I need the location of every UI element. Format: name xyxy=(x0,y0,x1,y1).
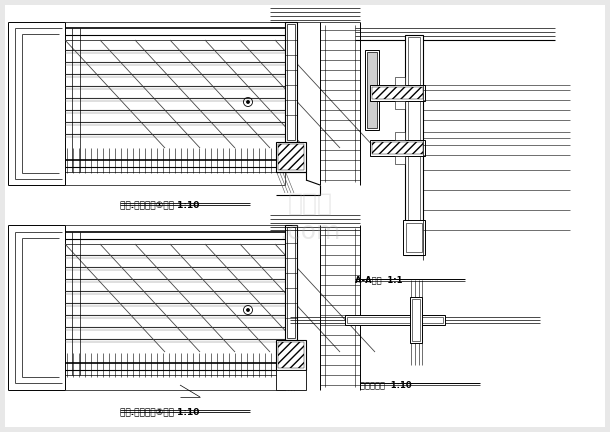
Text: 工本线
.com: 工本线 .com xyxy=(279,192,341,244)
Bar xyxy=(345,315,445,325)
Text: 露台.阳台栏杆①详图 1:10: 露台.阳台栏杆①详图 1:10 xyxy=(120,200,199,209)
Bar xyxy=(276,340,306,370)
Bar xyxy=(287,24,295,140)
Bar xyxy=(372,87,423,99)
Bar xyxy=(405,35,423,255)
Bar xyxy=(410,297,422,343)
Circle shape xyxy=(247,309,249,311)
Bar xyxy=(408,37,420,253)
Bar xyxy=(278,342,304,368)
Bar xyxy=(395,156,405,164)
Bar xyxy=(395,101,405,109)
Text: A-A剩面  1:1: A-A剩面 1:1 xyxy=(355,275,403,284)
Bar xyxy=(370,85,425,101)
Text: 转角处平面  1:10: 转角处平面 1:10 xyxy=(360,380,412,389)
Bar xyxy=(285,225,297,340)
Bar xyxy=(276,370,306,390)
Bar xyxy=(395,77,405,85)
Bar xyxy=(370,140,425,156)
Bar xyxy=(403,220,425,255)
Circle shape xyxy=(247,101,249,103)
Bar xyxy=(412,299,420,341)
Text: 露台.阳台栏杆②详图 1:10: 露台.阳台栏杆②详图 1:10 xyxy=(120,407,199,416)
Bar xyxy=(365,50,379,130)
Bar xyxy=(367,52,377,128)
Bar xyxy=(372,142,423,154)
Bar xyxy=(287,227,295,338)
Bar xyxy=(395,132,405,140)
Bar xyxy=(406,223,422,252)
Bar xyxy=(347,317,443,323)
Bar xyxy=(285,22,297,142)
Bar xyxy=(278,144,304,170)
Bar xyxy=(276,142,306,172)
